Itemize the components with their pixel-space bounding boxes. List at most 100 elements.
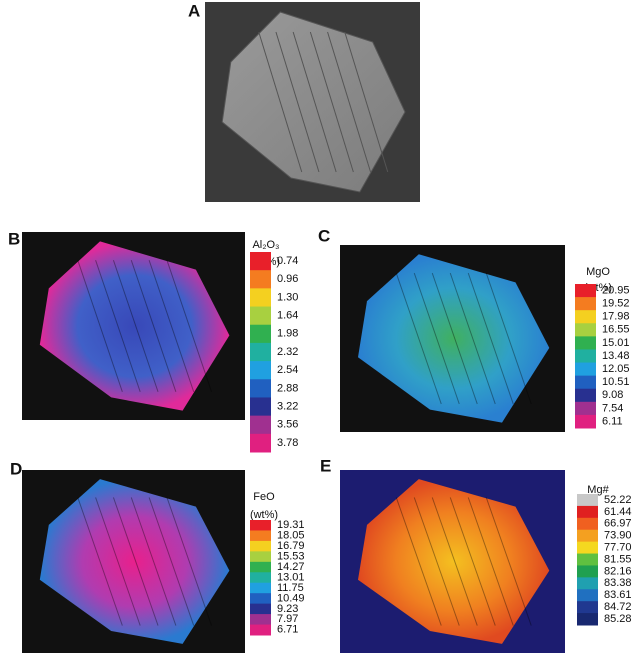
- legend-label: 16.55: [602, 324, 630, 336]
- legend-swatch: [577, 541, 598, 555]
- crack: [112, 497, 159, 626]
- legend-label: 20.95: [602, 284, 630, 296]
- crack: [309, 31, 354, 173]
- legend-swatch: [577, 505, 598, 519]
- legend-label: 14.27: [277, 561, 305, 573]
- legend-label: 1.64: [277, 310, 298, 322]
- legend-swatch: [250, 561, 271, 573]
- legend-swatch: [575, 297, 596, 311]
- mineral-grain: [39, 479, 230, 644]
- legend-swatch: [575, 362, 596, 377]
- legend-swatch: [577, 517, 598, 531]
- legend-title: FeO: [253, 491, 275, 503]
- panel-label: E: [320, 456, 331, 475]
- legend-swatch: [250, 614, 271, 626]
- crack: [95, 497, 141, 626]
- legend-swatch: [250, 288, 271, 308]
- legend-swatch: [575, 414, 596, 429]
- legend-swatch: [250, 551, 271, 563]
- legend-swatch: [250, 624, 271, 636]
- crack: [275, 31, 320, 173]
- legend-swatch: [250, 520, 271, 531]
- legend-label: 85.28: [604, 613, 632, 625]
- crack: [344, 31, 389, 173]
- legend-label: 7.97: [277, 613, 298, 625]
- legend-label: 13.48: [602, 350, 630, 362]
- crack: [130, 260, 177, 392]
- legend-swatch: [575, 401, 596, 416]
- legend-swatch: [250, 603, 271, 615]
- legend-label: 61.44: [604, 506, 632, 518]
- crack: [467, 272, 514, 405]
- legend-swatch: [250, 379, 271, 398]
- mineral-grain: [221, 11, 406, 193]
- legend-title: Al₂O₃: [252, 239, 279, 251]
- legend-swatch: [250, 397, 271, 417]
- legend-label: 52.22: [604, 494, 632, 506]
- legend-label: 12.05: [602, 363, 630, 375]
- legend-label: 83.38: [604, 577, 632, 589]
- legend-label: 10.49: [277, 592, 305, 604]
- legend-swatch: [250, 433, 271, 453]
- crack: [258, 31, 303, 173]
- panel-label: C: [318, 226, 330, 245]
- legend-label: 2.54: [277, 364, 298, 376]
- legend-swatch: [575, 323, 596, 337]
- crack: [148, 260, 195, 392]
- crack: [431, 497, 478, 626]
- legend-label: 0.74: [277, 255, 298, 267]
- crack: [431, 272, 478, 405]
- crack: [77, 260, 123, 392]
- mineral-grain: [358, 254, 550, 423]
- legend-label: 66.97: [604, 518, 632, 530]
- legend-swatch: [577, 565, 598, 578]
- legend-swatch: [250, 361, 271, 380]
- legend-label: 10.51: [602, 376, 630, 388]
- legend-label: 3.78: [277, 437, 298, 449]
- legend-label: 1.98: [277, 328, 298, 340]
- crack: [485, 272, 532, 405]
- legend-label: 6.11: [602, 415, 623, 427]
- legend-swatch: [575, 388, 596, 403]
- panel-label: B: [8, 229, 20, 248]
- legend-label: 3.22: [277, 400, 298, 412]
- legend-swatch: [575, 284, 596, 298]
- legend-label: 9.23: [277, 603, 298, 615]
- legend-label: 15.53: [277, 550, 305, 562]
- legend-swatch: [577, 601, 598, 614]
- crack: [449, 497, 496, 626]
- legend-label: 3.56: [277, 419, 298, 431]
- legend-label: 84.72: [604, 601, 632, 613]
- legend-swatch: [250, 582, 271, 594]
- legend-title: Mg#: [587, 484, 609, 496]
- crack: [112, 260, 159, 392]
- legend-swatch: [577, 613, 598, 626]
- legend-swatch: [577, 589, 598, 602]
- crack: [395, 272, 442, 405]
- crack: [130, 497, 177, 626]
- crack: [95, 260, 141, 392]
- crack: [327, 31, 372, 173]
- legend-swatch: [250, 540, 271, 552]
- legend-swatch: [577, 494, 598, 507]
- legend-label: 73.90: [604, 530, 632, 542]
- crack: [166, 497, 213, 626]
- legend-swatch: [575, 310, 596, 324]
- legend-label: 13.01: [277, 571, 305, 583]
- legend-unit: (wt%): [250, 509, 278, 521]
- crack: [449, 272, 496, 405]
- legend-label: 2.88: [277, 382, 298, 394]
- legend-label: 2.32: [277, 346, 298, 358]
- legend-label: 6.71: [277, 624, 298, 636]
- legend-swatch: [575, 375, 596, 390]
- legend-label: 7.54: [602, 402, 623, 414]
- legend-title: MgO: [586, 266, 610, 278]
- legend-swatch: [250, 530, 271, 542]
- panel-label: A: [188, 1, 200, 20]
- crack: [148, 497, 195, 626]
- legend-swatch: [250, 252, 271, 271]
- legend-swatch: [577, 577, 598, 590]
- legend-swatch: [577, 529, 598, 543]
- legend-swatch: [250, 270, 271, 289]
